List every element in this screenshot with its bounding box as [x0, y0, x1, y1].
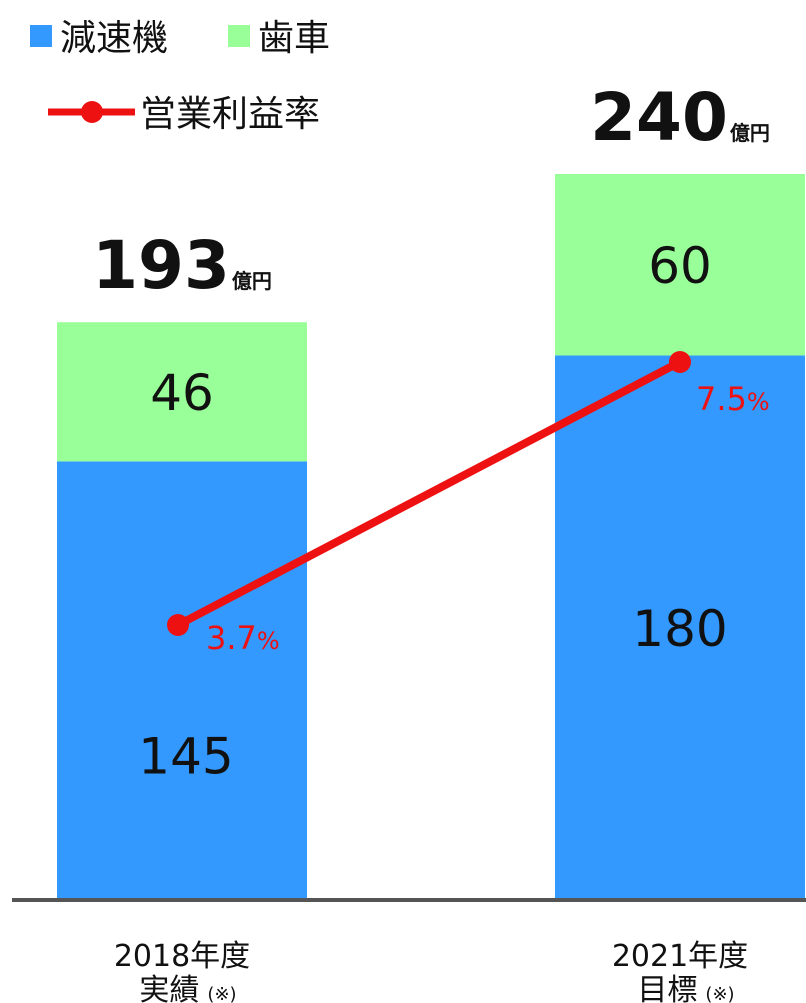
bar-segment: [57, 322, 307, 462]
bar-segment: [555, 355, 805, 900]
category-sublabel: 目標 (※): [637, 973, 734, 1003]
bar-value-label: 60: [648, 237, 712, 295]
margin-value-label: 7.5%: [696, 380, 770, 418]
category-label: 2018年度: [114, 939, 250, 974]
legend-label-gearbox: 減速機: [60, 18, 168, 59]
margin-line: [176, 358, 682, 629]
bar-value-label: 145: [138, 727, 233, 785]
margin-line-group: 3.7% 7.5%: [167, 351, 770, 657]
bar-segment: [57, 461, 307, 900]
total-label: 193 億円: [92, 227, 272, 304]
margin-point: [167, 614, 189, 636]
bar-value-label: 180: [632, 600, 727, 658]
legend-swatch-gearbox: [30, 25, 52, 47]
legend-swatch-gear: [228, 25, 250, 47]
legend-label-margin: 営業利益率: [140, 94, 320, 135]
legend-label-gear: 歯車: [258, 18, 330, 59]
legend-marker-margin: [81, 101, 103, 123]
category-sublabel: 実績 (※): [139, 973, 236, 1003]
category-label: 2021年度: [612, 939, 748, 974]
bar-segment: [555, 174, 805, 356]
bar-value-label: 46: [150, 364, 214, 422]
total-label: 240 億円: [590, 79, 770, 156]
bars-group: [57, 174, 805, 900]
labels-group: 145 46 193 億円 180 60 240 億円: [92, 79, 770, 785]
margin-value-label: 3.7%: [206, 619, 280, 657]
margin-point: [669, 351, 691, 373]
